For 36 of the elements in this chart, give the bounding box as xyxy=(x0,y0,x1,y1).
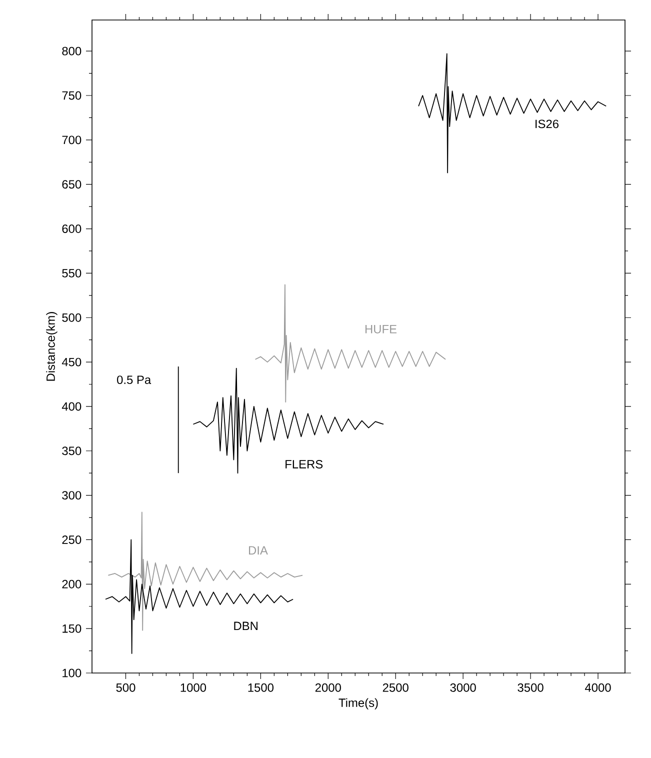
y-tick-label: 450 xyxy=(62,358,82,366)
y-axis-title: Distance(km) xyxy=(46,312,58,381)
y-tick-label: 500 xyxy=(62,313,82,322)
line-series xyxy=(418,53,607,174)
x-tick-label: 2000 xyxy=(315,683,341,692)
line-series xyxy=(254,284,446,402)
series-label: IS26 xyxy=(536,120,559,128)
x-tick-label: 2500 xyxy=(382,683,408,692)
series-label: FLERS xyxy=(286,460,323,468)
x-tick-label: 1500 xyxy=(248,683,274,692)
series-label: DIA xyxy=(248,546,268,555)
x-tick-label: 1000 xyxy=(180,683,206,692)
y-tick-label: 100 xyxy=(62,668,82,678)
line-series xyxy=(105,539,294,654)
y-tick-label: 700 xyxy=(62,136,82,144)
y-tick-label: 150 xyxy=(62,624,82,633)
x-tick-label: 3500 xyxy=(518,683,544,692)
y-tick-label: 400 xyxy=(62,402,82,411)
y-tick-label: 750 xyxy=(62,91,82,100)
y-tick-label: 350 xyxy=(62,446,82,456)
series-label: DBN xyxy=(234,622,258,630)
x-axis-title: Time(s) xyxy=(338,698,378,710)
series-label: HUFE xyxy=(365,325,397,334)
y-tick-label: 300 xyxy=(62,491,82,500)
y-tick-label: 800 xyxy=(62,46,82,56)
x-tick-label: 3000 xyxy=(450,683,476,692)
legend-label: 0.5 Pa xyxy=(117,376,152,384)
y-tick-label: 250 xyxy=(62,536,82,544)
x-tick-label: 500 xyxy=(116,683,136,692)
y-tick-label: 600 xyxy=(62,224,82,233)
y-tick-label: 200 xyxy=(62,580,82,588)
y-tick-label: 550 xyxy=(62,268,82,278)
x-tick-label: 4000 xyxy=(585,683,611,692)
line-series xyxy=(192,368,384,474)
y-tick-label: 650 xyxy=(62,180,82,189)
line-series xyxy=(108,512,303,631)
